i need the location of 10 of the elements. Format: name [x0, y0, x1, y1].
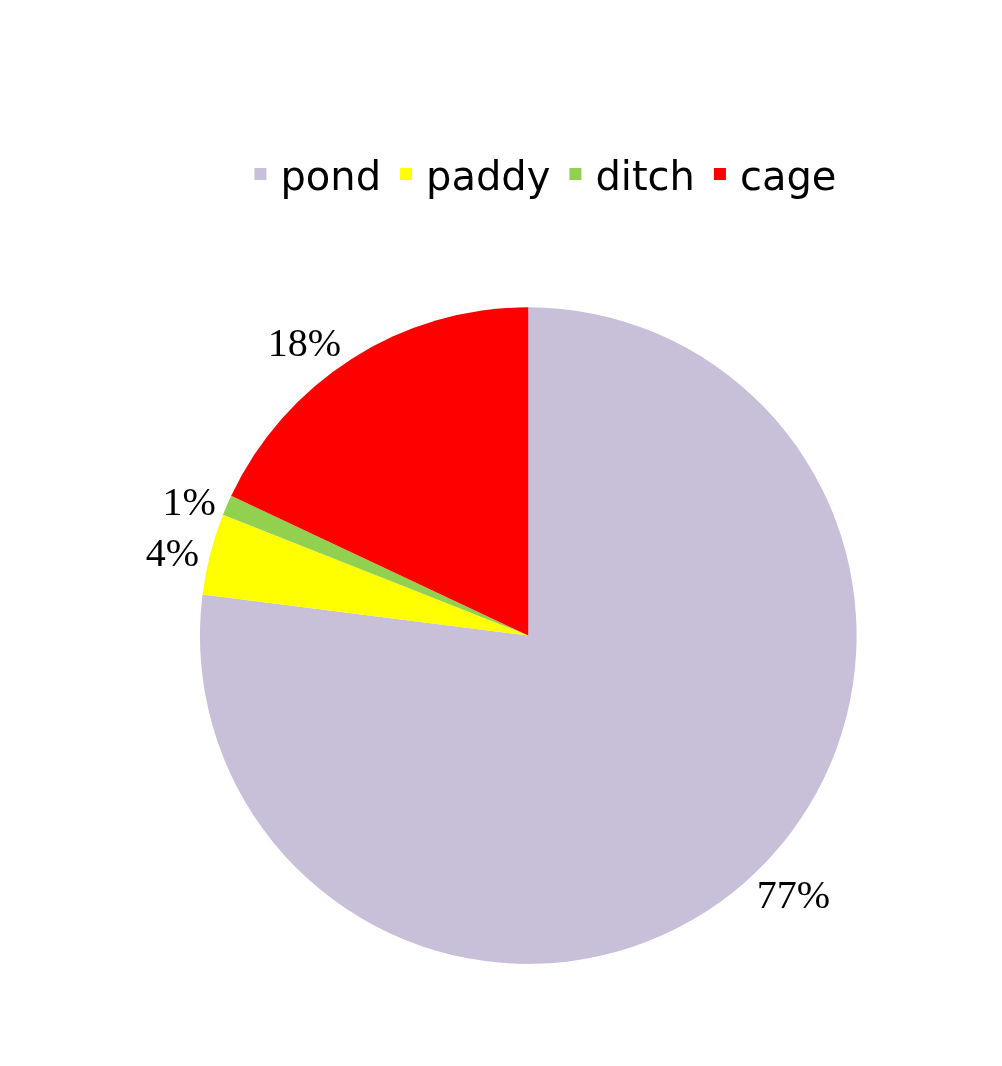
data-label: 77% — [756, 872, 830, 918]
legend-label: ditch — [595, 152, 695, 199]
data-label: 4% — [145, 530, 200, 576]
legend-label: cage — [739, 152, 837, 199]
data-label: 18% — [267, 319, 342, 365]
legend-label: pond — [280, 152, 382, 199]
pie-slice — [223, 495, 529, 636]
data-label: 1% — [162, 479, 216, 525]
legend-label: paddy — [426, 152, 551, 199]
pie-slice — [231, 307, 529, 636]
